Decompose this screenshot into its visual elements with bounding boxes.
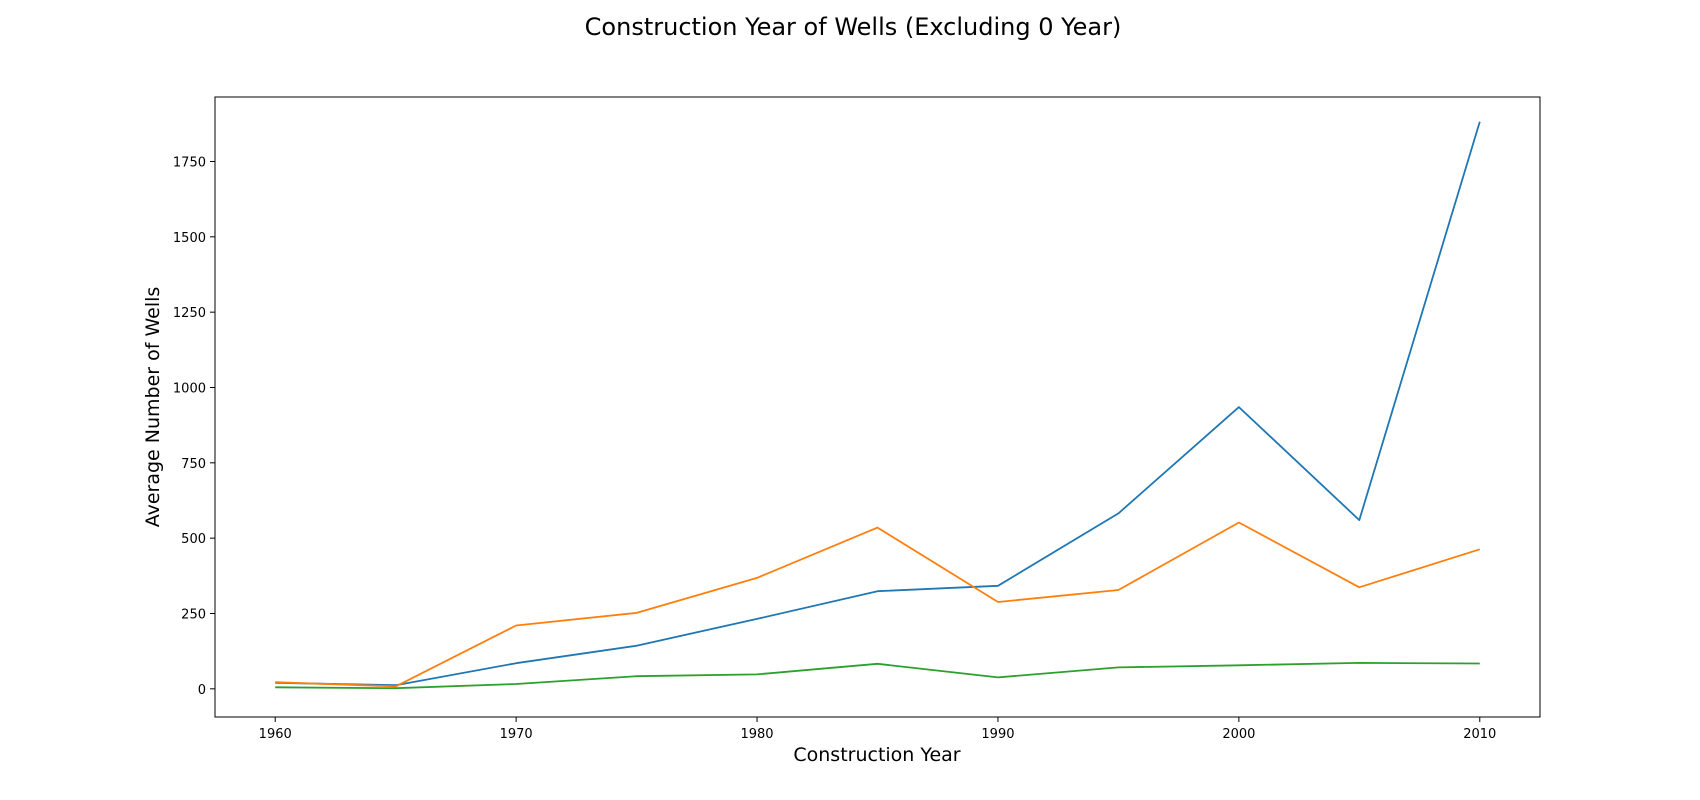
y-axis-label: Average Number of Wells xyxy=(142,287,164,528)
series-layer xyxy=(275,121,1481,690)
series-line-3 xyxy=(275,662,1480,690)
y-tick-label: 0 xyxy=(198,683,206,698)
y-tick-label: 750 xyxy=(181,457,206,472)
x-tick-label: 2000 xyxy=(1222,727,1255,742)
x-tick-label: 1980 xyxy=(740,727,773,742)
plot-area-frame xyxy=(214,96,1541,718)
y-axis-ticks: 0 250 500 750 1000 1250 1500 1750 xyxy=(173,155,215,698)
x-tick-label: 1960 xyxy=(259,727,292,742)
chart-title: Construction Year of Wells (Excluding 0 … xyxy=(585,13,1122,41)
y-tick-label: 250 xyxy=(181,607,206,622)
y-tick-label: 1750 xyxy=(173,155,206,170)
x-tick-label: 1990 xyxy=(981,727,1014,742)
y-tick-label: 1500 xyxy=(173,231,206,246)
x-axis-label: Construction Year xyxy=(793,744,960,766)
x-tick-label: 1970 xyxy=(500,727,533,742)
y-tick-label: 500 xyxy=(181,532,206,547)
y-tick-label: 1000 xyxy=(173,381,206,396)
x-tick-label: 2010 xyxy=(1463,727,1496,742)
y-tick-label: 1250 xyxy=(173,306,206,321)
x-axis-ticks: 1960 1970 1980 1990 2000 2010 xyxy=(259,717,1496,742)
series-line-1 xyxy=(275,121,1481,687)
series-line-2 xyxy=(275,521,1481,688)
